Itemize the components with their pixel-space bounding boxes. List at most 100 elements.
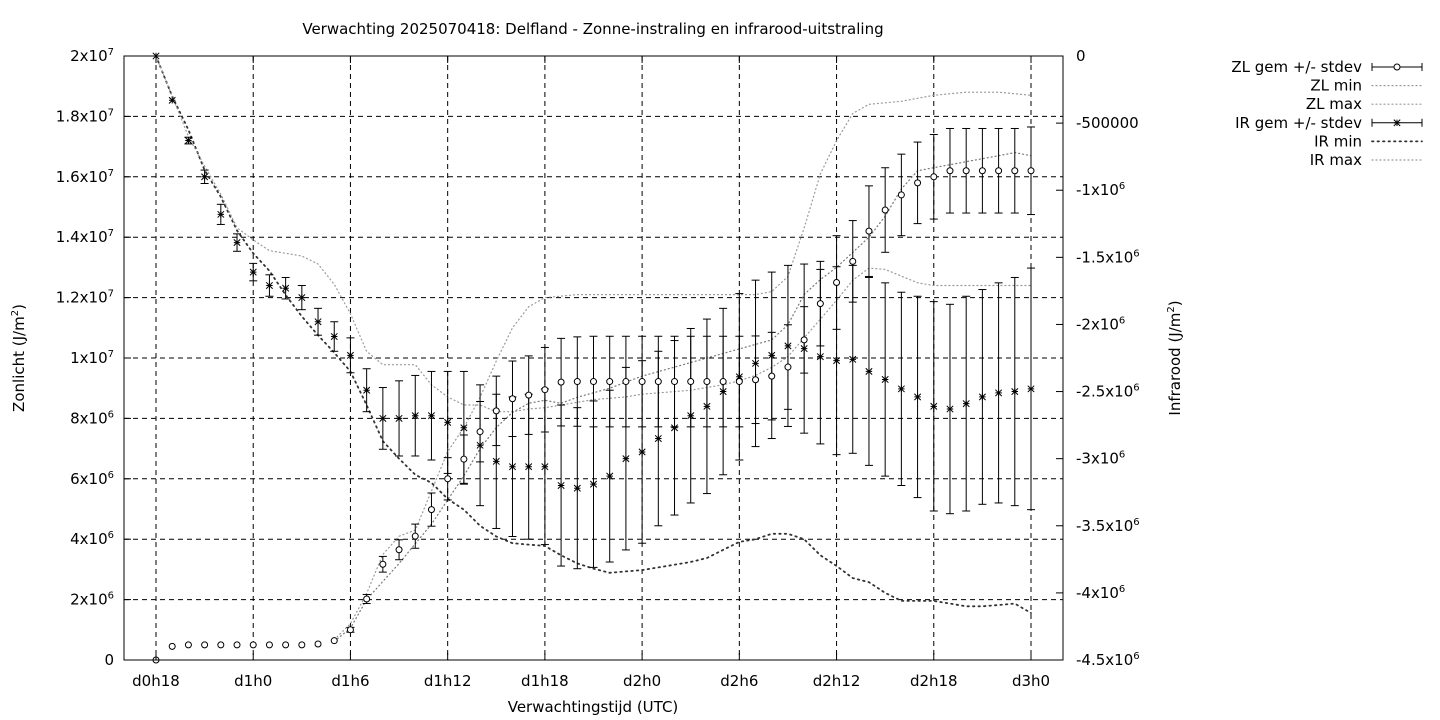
zl-min-line <box>333 151 1032 642</box>
right-tick-label-base: -1.5x10 <box>1076 248 1133 266</box>
legend-label: ZL gem +/- stdev <box>1231 58 1362 76</box>
ir-mean-point <box>201 173 209 181</box>
ir-mean-point <box>589 480 598 488</box>
ir-mean-series <box>152 52 1035 570</box>
ir-mean-point <box>168 96 176 104</box>
legend-circle-marker <box>1393 63 1401 71</box>
ir-mean-point <box>298 294 306 302</box>
zl-mean-point <box>719 378 727 386</box>
left-tick-label-exp: 7 <box>108 349 114 360</box>
left-tick-label-exp: 6 <box>108 591 114 602</box>
left-axis-label-tail: ) <box>10 304 28 310</box>
legend-label: ZL max <box>1306 95 1362 113</box>
x-tick-label: d2h0 <box>623 672 661 690</box>
ir-mean-point <box>395 414 403 422</box>
ir-mean-point <box>833 357 841 365</box>
zl-max-line <box>333 91 1032 641</box>
left-tick-label: 1x107 <box>70 349 114 367</box>
zl-mean-point <box>735 378 743 386</box>
x-tick-label: d3h0 <box>1012 672 1050 690</box>
left-tick-label-base: 1.4x10 <box>56 228 108 246</box>
zl-mean-point <box>411 532 419 540</box>
right-tick-label: -4x106 <box>1076 584 1125 602</box>
ir-mean-point <box>541 463 549 471</box>
zl-min-series <box>333 151 1032 642</box>
zl-mean-point <box>590 378 597 386</box>
ir-mean-point <box>946 405 954 413</box>
zl-mean-point <box>298 641 306 649</box>
zl-mean-point <box>897 191 905 199</box>
ir-mean-point <box>1011 388 1019 396</box>
right-tick-label-exp: 6 <box>1133 248 1139 259</box>
left-axis-label-base: Zonlicht (J/m <box>10 316 28 412</box>
right-tick-label-exp: 6 <box>1119 315 1125 326</box>
zl-mean-point <box>346 626 354 634</box>
left-tick-label-base: 4x10 <box>70 530 108 548</box>
axis-ticks: d0h18 d1h0 d1h6 d1h12 d1h18 d2h0 d2h6 d2h12 d2h1… <box>56 47 1140 690</box>
chart-title: Verwachting 2025070418: Delfland - Zonne… <box>302 20 883 38</box>
right-tick-label: -1.5x106 <box>1076 248 1140 266</box>
zl-mean-point <box>800 336 808 344</box>
ir-mean-point <box>508 463 517 471</box>
zl-mean-point <box>363 595 371 603</box>
x-tick-label: d1h12 <box>424 672 472 690</box>
left-tick-label-base: 8x10 <box>70 409 108 427</box>
left-tick-label-base: 2x10 <box>70 47 108 65</box>
left-axis-label-sup: 2 <box>10 310 21 316</box>
zl-mean-point <box>525 391 533 399</box>
zl-mean-point <box>573 378 581 386</box>
left-tick-label-base: 1x10 <box>70 349 108 367</box>
zl-mean-point <box>265 641 273 649</box>
left-tick-label-exp: 7 <box>108 289 114 300</box>
legend-label: IR max <box>1310 151 1362 169</box>
zl-mean-point <box>865 227 873 235</box>
zl-mean-series <box>152 126 1035 664</box>
ir-mean-point <box>638 448 646 456</box>
right-axis-label: Infrarood (J/m2) <box>1166 300 1184 415</box>
ir-mean-point <box>492 457 500 465</box>
zl-mean-point <box>849 257 857 265</box>
ir-mean-point <box>379 414 387 422</box>
ir-mean-point <box>573 484 581 492</box>
ir-mean-point <box>282 284 290 292</box>
right-tick-label: -500000 <box>1076 114 1139 132</box>
zl-mean-point <box>752 376 760 384</box>
zl-mean-point <box>492 407 500 415</box>
left-tick-label: 1.2x107 <box>56 289 114 307</box>
legend-label: IR gem +/- stdev <box>1235 114 1362 132</box>
left-tick-label: 1.6x107 <box>56 168 114 186</box>
left-tick-label-exp: 7 <box>108 168 114 179</box>
right-tick-label-exp: 6 <box>1133 651 1139 662</box>
legend-star-marker <box>1393 119 1401 127</box>
zl-mean-point <box>654 378 662 386</box>
right-tick-label: -3.5x106 <box>1076 517 1140 535</box>
zl-mean-point <box>444 475 452 483</box>
ir-mean-point <box>865 367 873 375</box>
x-tick-label: d1h0 <box>234 672 272 690</box>
right-tick-label-base: -2.5x10 <box>1076 383 1133 401</box>
zl-mean-point <box>541 386 549 394</box>
zl-mean-point <box>833 279 841 286</box>
right-tick-label-base: -1x10 <box>1076 181 1119 199</box>
zl-mean-point <box>168 642 176 650</box>
zl-mean-point <box>233 641 241 649</box>
left-tick-label-base: 1.2x10 <box>56 289 108 307</box>
zl-mean-point <box>1027 167 1035 175</box>
right-tick-label-exp: 6 <box>1119 584 1125 595</box>
right-tick-label-exp: 6 <box>1119 450 1125 461</box>
right-axis-label-tail: ) <box>1166 300 1184 306</box>
x-tick-label: d2h12 <box>813 672 861 690</box>
x-axis-label: Verwachtingstijd (UTC) <box>508 698 679 716</box>
ir-mean-point <box>816 353 824 361</box>
ir-mean-point <box>622 455 630 463</box>
left-tick-label-exp: 6 <box>108 409 114 420</box>
zl-mean-point <box>946 167 954 175</box>
ir-mean-point <box>670 424 679 432</box>
zl-mean-point <box>768 372 776 380</box>
x-tick-label: d2h6 <box>720 672 758 690</box>
zl-mean-point <box>784 363 792 371</box>
left-tick-label: 0 <box>104 651 114 669</box>
right-tick-label-base: -2x10 <box>1076 315 1119 333</box>
zl-mean-point <box>606 378 614 386</box>
